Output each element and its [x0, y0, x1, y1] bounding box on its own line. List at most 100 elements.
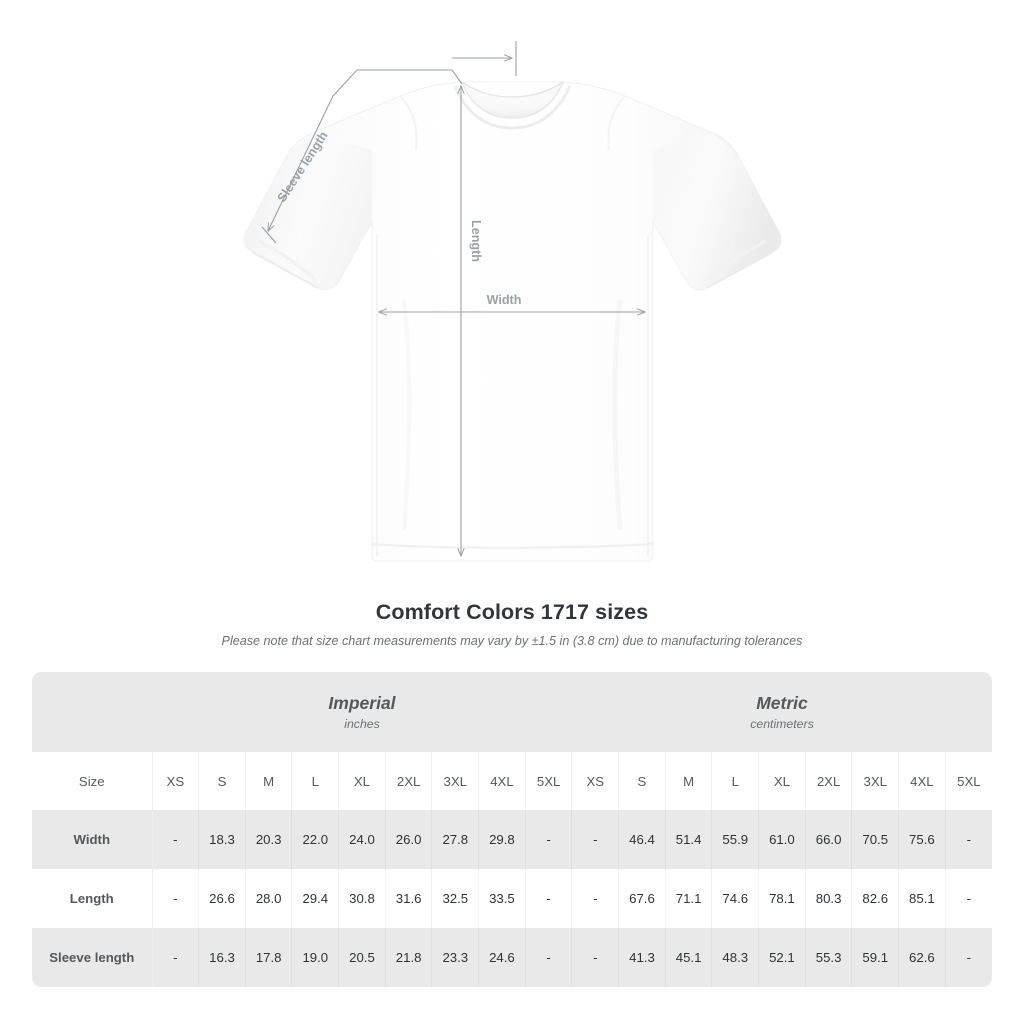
cell-sleeve-length-metric-m: 45.1	[665, 928, 713, 987]
unit-group-imperial: Imperial inches	[152, 672, 572, 752]
cell-length-metric-5xl: -	[945, 869, 992, 928]
cell-length-metric-3xl: 82.6	[851, 869, 900, 928]
cell-width-imperial-2xl: 26.0	[385, 810, 433, 869]
cell-width-metric-3xl: 70.5	[851, 810, 900, 869]
cell-length-metric-2xl: 80.3	[805, 869, 853, 928]
size-header-row: Size XS S M L XL 2XL 3XL 4XL 5XL XS S M L XL 2XL 3XL 4XL 5…	[32, 752, 992, 810]
tshirt-illustration	[243, 80, 782, 562]
cell-length-metric-m: 71.1	[665, 869, 713, 928]
body-fold-left	[402, 299, 412, 531]
table-row: Length -26.6 28.0 29.4 30.8 31.6 32.5 33.5- -67.…	[32, 869, 992, 928]
cell-sleeve-length-imperial-2xl: 21.8	[385, 928, 433, 987]
bottom-hem	[371, 542, 654, 549]
garment-diagram: Sleeve length Length Width	[243, 41, 782, 562]
sleeve-length-end-tick	[261, 226, 277, 244]
cell-length-metric-4xl: 85.1	[898, 869, 946, 928]
table-row: Sleeve length -16.3 17.8 19.0 20.5 21.8 23.3 24…	[32, 928, 992, 987]
measurement-label-width: Width	[32, 810, 153, 869]
cell-width-imperial-3xl: 27.8	[431, 810, 480, 869]
cell-sleeve-length-metric-3xl: 59.1	[851, 928, 900, 987]
size-header-imperial-5xl: 5XL	[525, 752, 573, 810]
cell-length-imperial-4xl: 33.5	[478, 869, 526, 928]
unit-header-spacer	[32, 672, 153, 752]
chart-heading: Comfort Colors 1717 sizes Please note th…	[0, 598, 1024, 650]
cell-length-metric-xl: 78.1	[758, 869, 806, 928]
cell-sleeve-length-imperial-4xl: 24.6	[478, 928, 526, 987]
size-header-imperial-3xl: 3XL	[431, 752, 480, 810]
size-header-metric-xl: XL	[758, 752, 806, 810]
size-header-imperial-s: S	[198, 752, 246, 810]
unit-group-name: Metric	[756, 692, 808, 713]
unit-group-header-row: Imperial inches Metric centimeters	[32, 672, 992, 752]
measurement-label-length: Length	[32, 869, 153, 928]
width-label: Width	[487, 293, 522, 307]
cell-length-imperial-s: 26.6	[198, 869, 246, 928]
cell-sleeve-length-metric-s: 41.3	[618, 928, 666, 987]
size-header-metric-5xl: 5XL	[945, 752, 992, 810]
cell-width-imperial-4xl: 29.8	[478, 810, 526, 869]
cell-sleeve-length-metric-xs: -	[571, 928, 620, 987]
tshirt-right-sleeve	[653, 133, 781, 290]
cell-width-imperial-5xl: -	[525, 810, 573, 869]
size-header-metric-l: L	[711, 752, 760, 810]
cell-length-imperial-3xl: 32.5	[431, 869, 480, 928]
cell-sleeve-length-imperial-xs: -	[152, 928, 200, 987]
cell-sleeve-length-imperial-l: 19.0	[291, 928, 340, 987]
cell-sleeve-length-metric-5xl: -	[945, 928, 992, 987]
left-shoulder-seam	[399, 95, 418, 151]
cell-length-imperial-m: 28.0	[245, 869, 293, 928]
cell-sleeve-length-imperial-3xl: 23.3	[431, 928, 480, 987]
unit-group-subtitle: inches	[344, 716, 380, 731]
unit-group-metric: Metric centimeters	[571, 672, 992, 752]
cell-width-metric-l: 55.9	[711, 810, 760, 869]
cell-sleeve-length-metric-l: 48.3	[711, 928, 760, 987]
body-fold-right	[612, 299, 623, 531]
sleeve-length-line	[268, 69, 463, 231]
size-header-imperial-2xl: 2XL	[385, 752, 433, 810]
cell-length-imperial-l: 29.4	[291, 869, 340, 928]
cell-width-imperial-xl: 24.0	[338, 810, 386, 869]
cell-width-metric-5xl: -	[945, 810, 992, 869]
cell-width-imperial-s: 18.3	[198, 810, 246, 869]
cell-sleeve-length-imperial-s: 16.3	[198, 928, 246, 987]
cell-width-imperial-xs: -	[152, 810, 200, 869]
left-sleeve-hem	[251, 251, 319, 289]
size-column-header: Size	[32, 752, 153, 810]
size-header-imperial-m: M	[245, 752, 293, 810]
tolerance-note: Please note that size chart measurements…	[221, 634, 803, 648]
cell-width-imperial-l: 22.0	[291, 810, 340, 869]
size-header-imperial-4xl: 4XL	[478, 752, 526, 810]
size-header-imperial-xs: XS	[152, 752, 200, 810]
size-header-imperial-xl: XL	[338, 752, 386, 810]
size-header-metric-3xl: 3XL	[851, 752, 900, 810]
page-title: Comfort Colors 1717 sizes	[375, 600, 649, 624]
cell-length-imperial-xs: -	[152, 869, 200, 928]
size-header-metric-4xl: 4XL	[898, 752, 946, 810]
size-header-metric-xs: XS	[571, 752, 620, 810]
cell-width-imperial-m: 20.3	[245, 810, 293, 869]
cell-sleeve-length-imperial-m: 17.8	[245, 928, 293, 987]
cell-width-metric-s: 46.4	[618, 810, 666, 869]
cell-length-imperial-2xl: 31.6	[385, 869, 433, 928]
right-sleeve-hem	[706, 251, 774, 289]
cell-sleeve-length-imperial-xl: 20.5	[338, 928, 386, 987]
cell-length-imperial-xl: 30.8	[338, 869, 386, 928]
measurement-annotations	[261, 41, 645, 556]
cell-length-metric-xs: -	[571, 869, 620, 928]
tshirt-body	[243, 81, 782, 562]
size-header-metric-m: M	[665, 752, 713, 810]
right-sleeve-fold	[707, 239, 767, 283]
length-label: Length	[469, 220, 483, 262]
size-table-container: Imperial inches Metric centimeters Size XS S M L…	[32, 672, 992, 987]
cell-width-metric-4xl: 75.6	[898, 810, 946, 869]
cell-width-metric-xl: 61.0	[758, 810, 806, 869]
left-sleeve-fold	[258, 239, 318, 283]
cell-width-metric-xs: -	[571, 810, 620, 869]
right-shoulder-seam	[607, 95, 626, 151]
cell-sleeve-length-metric-xl: 52.1	[758, 928, 806, 987]
cell-width-metric-2xl: 66.0	[805, 810, 853, 869]
collar	[460, 80, 565, 119]
cell-length-metric-s: 67.6	[618, 869, 666, 928]
collar-outer-edge	[453, 85, 572, 130]
